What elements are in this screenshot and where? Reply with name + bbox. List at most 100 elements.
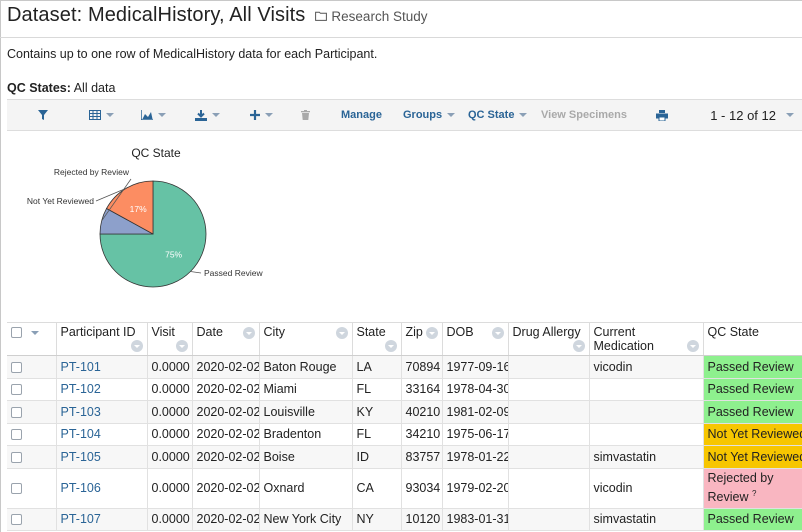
title-divider: [0, 37, 802, 38]
cell-qc: Rejected by Review ?: [703, 468, 802, 509]
column-menu-icon[interactable]: [335, 327, 348, 339]
dataset-description: Contains up to one row of MedicalHistory…: [7, 47, 378, 61]
cell-zip: 34210: [401, 423, 443, 446]
trash-icon: [301, 110, 310, 120]
table-row[interactable]: PT-103 0.0000 2020-02-02 Louisville KY 40210 1…: [7, 400, 802, 424]
cell-state: CA: [352, 468, 402, 509]
column-header-city[interactable]: City: [259, 322, 353, 356]
column-header-date[interactable]: Date: [192, 322, 260, 356]
table-row[interactable]: PT-107 0.0000 2020-02-02 New York City NY 101…: [7, 508, 802, 531]
column-menu-icon[interactable]: [425, 327, 438, 339]
column-header-dob[interactable]: DOB: [442, 322, 509, 356]
grid-toolbar: Manage Groups QC State View Specimens 1 …: [7, 99, 802, 131]
cell-pid[interactable]: PT-102: [56, 378, 148, 401]
column-menu-icon[interactable]: [130, 340, 143, 352]
cell-pid[interactable]: PT-107: [56, 508, 148, 531]
cell-date: 2020-02-02: [192, 423, 260, 446]
charts-button[interactable]: [141, 100, 166, 130]
table-row[interactable]: PT-102 0.0000 2020-02-02 Miami FL 33164 1978-0…: [7, 378, 802, 401]
column-header-participant-id[interactable]: Participant ID: [56, 322, 148, 356]
qc-comment-marker[interactable]: ?: [751, 489, 757, 499]
table-row[interactable]: PT-104 0.0000 2020-02-02 Bradenton FL 34210 19…: [7, 423, 802, 446]
row-select-cell[interactable]: [7, 355, 57, 379]
cell-qc: Not Yet Reviewed: [703, 445, 802, 469]
cell-zip: 93034: [401, 468, 443, 509]
export-button[interactable]: [195, 100, 220, 130]
cell-pid[interactable]: PT-106: [56, 468, 148, 509]
column-header-qc-state[interactable]: QC State: [703, 322, 802, 356]
row-select-cell[interactable]: [7, 508, 57, 531]
column-menu-icon[interactable]: [242, 327, 255, 339]
column-menu-icon[interactable]: [491, 327, 504, 339]
row-select-cell[interactable]: [7, 423, 57, 446]
cell-qc: Passed Review: [703, 355, 802, 379]
column-header-state[interactable]: State: [352, 322, 402, 356]
cell-pid[interactable]: PT-103: [56, 400, 148, 424]
insert-button[interactable]: [250, 100, 273, 130]
table-row[interactable]: PT-106 0.0000 2020-02-02 Oxnard CA 93034 1979-…: [7, 468, 802, 509]
row-checkbox[interactable]: [11, 406, 22, 418]
column-menu-icon[interactable]: [175, 340, 188, 352]
grid-views-button[interactable]: [89, 100, 114, 130]
cell-med: simvastatin: [589, 445, 704, 469]
select-menu-caret[interactable]: [31, 330, 40, 335]
row-select-cell[interactable]: [7, 400, 57, 424]
qc-state-menu[interactable]: QC State: [468, 100, 528, 130]
print-button[interactable]: [656, 100, 668, 130]
row-select-cell[interactable]: [7, 445, 57, 469]
cell-dob: 1975-06-17: [442, 423, 509, 446]
cell-visit: 0.0000: [147, 400, 193, 424]
qc-states-line: QC States: All data: [7, 81, 115, 95]
plus-icon: [250, 110, 260, 120]
cell-allergy: [508, 445, 590, 469]
column-header-current-medication[interactable]: Current Medication: [589, 322, 704, 356]
cell-pid[interactable]: PT-104: [56, 423, 148, 446]
cell-city: Baton Rouge: [259, 355, 353, 379]
select-all-checkbox[interactable]: [11, 327, 22, 339]
cell-dob: 1981-02-09: [442, 400, 509, 424]
cell-state: KY: [352, 400, 402, 424]
cell-state: NY: [352, 508, 402, 531]
qc-state-pie-chart: QC State 75% Passed Review Rejected by Rev…: [27, 146, 263, 288]
cell-zip: 33164: [401, 378, 443, 401]
row-checkbox[interactable]: [11, 361, 22, 373]
folder-link[interactable]: Research Study: [315, 9, 427, 24]
pie-percent-label: 75%: [165, 250, 182, 260]
column-menu-icon[interactable]: [572, 340, 585, 352]
row-checkbox[interactable]: [11, 514, 22, 526]
table-row[interactable]: PT-101 0.0000 2020-02-02 Baton Rouge LA 70894…: [7, 355, 802, 379]
column-header-visit[interactable]: Visit: [147, 322, 193, 356]
column-menu-icon[interactable]: [686, 340, 699, 352]
row-checkbox[interactable]: [11, 483, 22, 495]
filter-button[interactable]: [38, 100, 48, 130]
manage-button[interactable]: Manage: [341, 109, 382, 121]
cell-state: FL: [352, 423, 402, 446]
cell-zip: 83757: [401, 445, 443, 469]
pie-leader-line: [101, 178, 132, 222]
delete-button[interactable]: [301, 100, 310, 130]
cell-visit: 0.0000: [147, 468, 193, 509]
groups-menu[interactable]: Groups: [403, 100, 456, 130]
row-checkbox[interactable]: [11, 429, 22, 441]
folder-name: Research Study: [331, 8, 428, 24]
paging-menu[interactable]: 1 - 12 of 12: [710, 100, 794, 130]
column-menu-icon[interactable]: [384, 340, 397, 352]
area-chart-icon: [141, 110, 153, 120]
cell-visit: 0.0000: [147, 423, 193, 446]
column-header-drug-allergy[interactable]: Drug Allergy: [508, 322, 590, 356]
row-checkbox[interactable]: [11, 384, 22, 396]
table-row[interactable]: PT-105 0.0000 2020-02-02 Boise ID 83757 1978-0…: [7, 445, 802, 469]
row-checkbox[interactable]: [11, 451, 22, 463]
row-select-cell[interactable]: [7, 378, 57, 401]
pie-leader-line: [190, 271, 202, 274]
cell-dob: 1979-02-20: [442, 468, 509, 509]
cell-pid[interactable]: PT-105: [56, 445, 148, 469]
cell-date: 2020-02-02: [192, 445, 260, 469]
view-specimens-button[interactable]: View Specimens: [541, 109, 628, 121]
cell-med: simvastatin: [589, 508, 704, 531]
cell-pid[interactable]: PT-101: [56, 355, 148, 379]
column-header-zip[interactable]: Zip: [401, 322, 443, 356]
row-select-cell[interactable]: [7, 468, 57, 509]
select-all-header[interactable]: [7, 322, 57, 356]
cell-state: LA: [352, 355, 402, 379]
